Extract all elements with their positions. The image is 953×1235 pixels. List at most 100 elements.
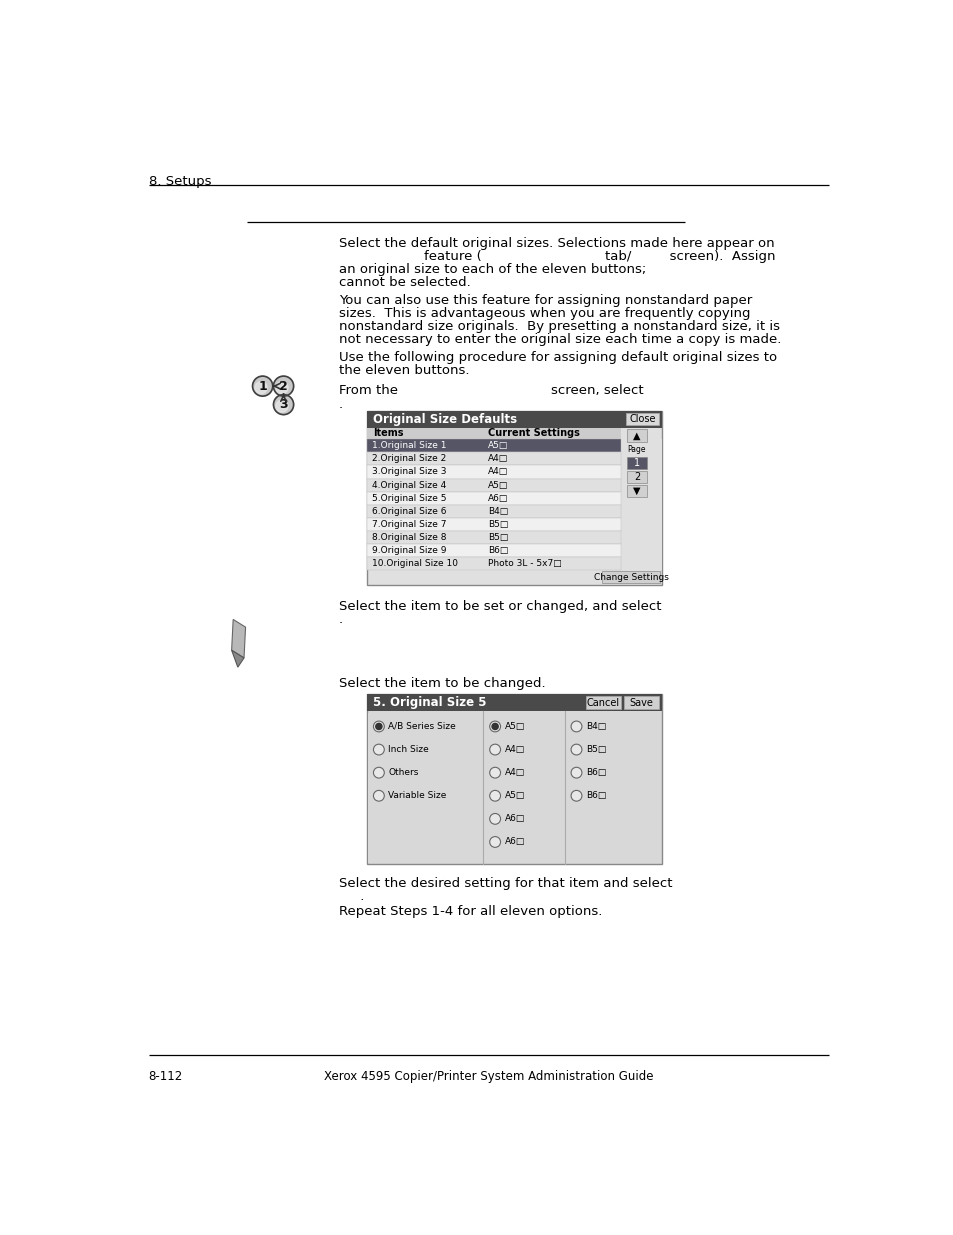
Circle shape	[489, 767, 500, 778]
FancyBboxPatch shape	[367, 543, 620, 557]
Text: feature (                             tab/         screen).  Assign: feature ( tab/ screen). Assign	[338, 249, 774, 263]
Text: From the                                    screen, select: From the screen, select	[338, 384, 642, 396]
FancyBboxPatch shape	[601, 571, 659, 583]
Text: A/B Series Size: A/B Series Size	[388, 722, 456, 731]
Text: A5□: A5□	[504, 792, 524, 800]
FancyBboxPatch shape	[367, 694, 661, 711]
FancyBboxPatch shape	[623, 697, 658, 709]
FancyBboxPatch shape	[625, 412, 658, 425]
FancyBboxPatch shape	[367, 427, 620, 440]
Text: Use the following procedure for assigning default original sizes to: Use the following procedure for assignin…	[338, 351, 776, 364]
Text: A6□: A6□	[504, 837, 524, 846]
Text: A6□: A6□	[487, 494, 508, 503]
Text: B6□: B6□	[585, 768, 605, 777]
Text: Save: Save	[629, 698, 653, 708]
FancyBboxPatch shape	[368, 714, 660, 863]
Text: B5□: B5□	[487, 520, 508, 529]
Circle shape	[489, 745, 500, 755]
Circle shape	[373, 721, 384, 732]
Circle shape	[571, 767, 581, 778]
Text: 8-112: 8-112	[149, 1070, 183, 1083]
Text: Select the desired setting for that item and select: Select the desired setting for that item…	[338, 877, 671, 890]
Text: 5.Original Size 5: 5.Original Size 5	[372, 494, 446, 503]
Text: B4□: B4□	[585, 722, 605, 731]
Circle shape	[489, 721, 500, 732]
Text: You can also use this feature for assigning nonstandard paper: You can also use this feature for assign…	[338, 294, 751, 306]
Text: A5□: A5□	[487, 480, 508, 489]
Text: Xerox 4595 Copier/Printer System Administration Guide: Xerox 4595 Copier/Printer System Adminis…	[324, 1070, 653, 1083]
Circle shape	[373, 767, 384, 778]
FancyBboxPatch shape	[367, 517, 620, 531]
Text: Change Settings: Change Settings	[593, 573, 668, 582]
Text: A5□: A5□	[487, 441, 508, 451]
Text: 6.Original Size 6: 6.Original Size 6	[372, 506, 446, 516]
Text: 1.Original Size 1: 1.Original Size 1	[372, 441, 446, 451]
Text: A5□: A5□	[504, 722, 524, 731]
Text: sizes.  This is advantageous when you are frequently copying: sizes. This is advantageous when you are…	[338, 306, 749, 320]
Text: Select the item to be set or changed, and select: Select the item to be set or changed, an…	[338, 600, 660, 614]
Circle shape	[373, 745, 384, 755]
Text: 7.Original Size 7: 7.Original Size 7	[372, 520, 446, 529]
Circle shape	[254, 382, 267, 394]
FancyBboxPatch shape	[367, 452, 620, 466]
Text: B4□: B4□	[487, 506, 508, 516]
Circle shape	[571, 721, 581, 732]
Text: 10.Original Size 10: 10.Original Size 10	[372, 559, 457, 568]
Text: ▲: ▲	[633, 431, 640, 441]
Text: .: .	[338, 890, 363, 904]
Text: Cancel: Cancel	[586, 698, 619, 708]
Text: Items: Items	[373, 429, 403, 438]
Text: Original Size Defaults: Original Size Defaults	[373, 412, 517, 426]
Text: ▼: ▼	[633, 485, 640, 495]
Circle shape	[489, 790, 500, 802]
Text: 3.Original Size 3: 3.Original Size 3	[372, 468, 446, 477]
Text: cannot be selected.: cannot be selected.	[338, 275, 470, 289]
FancyBboxPatch shape	[626, 484, 646, 496]
FancyBboxPatch shape	[367, 492, 620, 505]
FancyBboxPatch shape	[626, 471, 646, 483]
Text: B5□: B5□	[585, 745, 605, 755]
Text: Close: Close	[628, 414, 655, 425]
Circle shape	[253, 377, 273, 396]
Text: B6□: B6□	[585, 792, 605, 800]
Text: 4.Original Size 4: 4.Original Size 4	[372, 480, 446, 489]
Text: A4□: A4□	[504, 745, 524, 755]
Polygon shape	[232, 620, 245, 658]
Text: 3: 3	[279, 398, 288, 411]
Polygon shape	[232, 651, 244, 667]
Circle shape	[492, 724, 497, 730]
Text: A4□: A4□	[504, 768, 524, 777]
Text: 9.Original Size 9: 9.Original Size 9	[372, 546, 446, 555]
Text: nonstandard size originals.  By presetting a nonstandard size, it is: nonstandard size originals. By presettin…	[338, 320, 779, 333]
Text: B6□: B6□	[487, 546, 508, 555]
Text: B5□: B5□	[487, 534, 508, 542]
Circle shape	[571, 790, 581, 802]
Text: Repeat Steps 1-4 for all eleven options.: Repeat Steps 1-4 for all eleven options.	[338, 905, 601, 918]
Text: Inch Size: Inch Size	[388, 745, 429, 755]
FancyBboxPatch shape	[626, 430, 646, 442]
FancyBboxPatch shape	[367, 411, 661, 585]
Circle shape	[274, 395, 294, 415]
Text: 2: 2	[279, 379, 288, 393]
Text: Current Settings: Current Settings	[487, 429, 579, 438]
FancyBboxPatch shape	[367, 411, 661, 427]
Text: an original size to each of the eleven buttons;: an original size to each of the eleven b…	[338, 263, 645, 275]
FancyBboxPatch shape	[585, 697, 620, 709]
Text: 1: 1	[633, 458, 639, 468]
Text: not necessary to enter the original size each time a copy is made.: not necessary to enter the original size…	[338, 333, 781, 346]
FancyBboxPatch shape	[367, 466, 620, 478]
Text: .: .	[338, 614, 342, 626]
Text: Select the default original sizes. Selections made here appear on: Select the default original sizes. Selec…	[338, 237, 774, 249]
FancyBboxPatch shape	[367, 440, 620, 452]
FancyBboxPatch shape	[367, 557, 620, 571]
FancyBboxPatch shape	[367, 694, 661, 863]
FancyBboxPatch shape	[367, 478, 620, 492]
Circle shape	[489, 814, 500, 824]
Circle shape	[275, 400, 288, 412]
Text: 2.Original Size 2: 2.Original Size 2	[372, 454, 446, 463]
Text: 5. Original Size 5: 5. Original Size 5	[373, 697, 486, 709]
FancyBboxPatch shape	[626, 457, 646, 469]
Text: A4□: A4□	[487, 454, 508, 463]
Text: Variable Size: Variable Size	[388, 792, 446, 800]
Text: the eleven buttons.: the eleven buttons.	[338, 364, 469, 377]
